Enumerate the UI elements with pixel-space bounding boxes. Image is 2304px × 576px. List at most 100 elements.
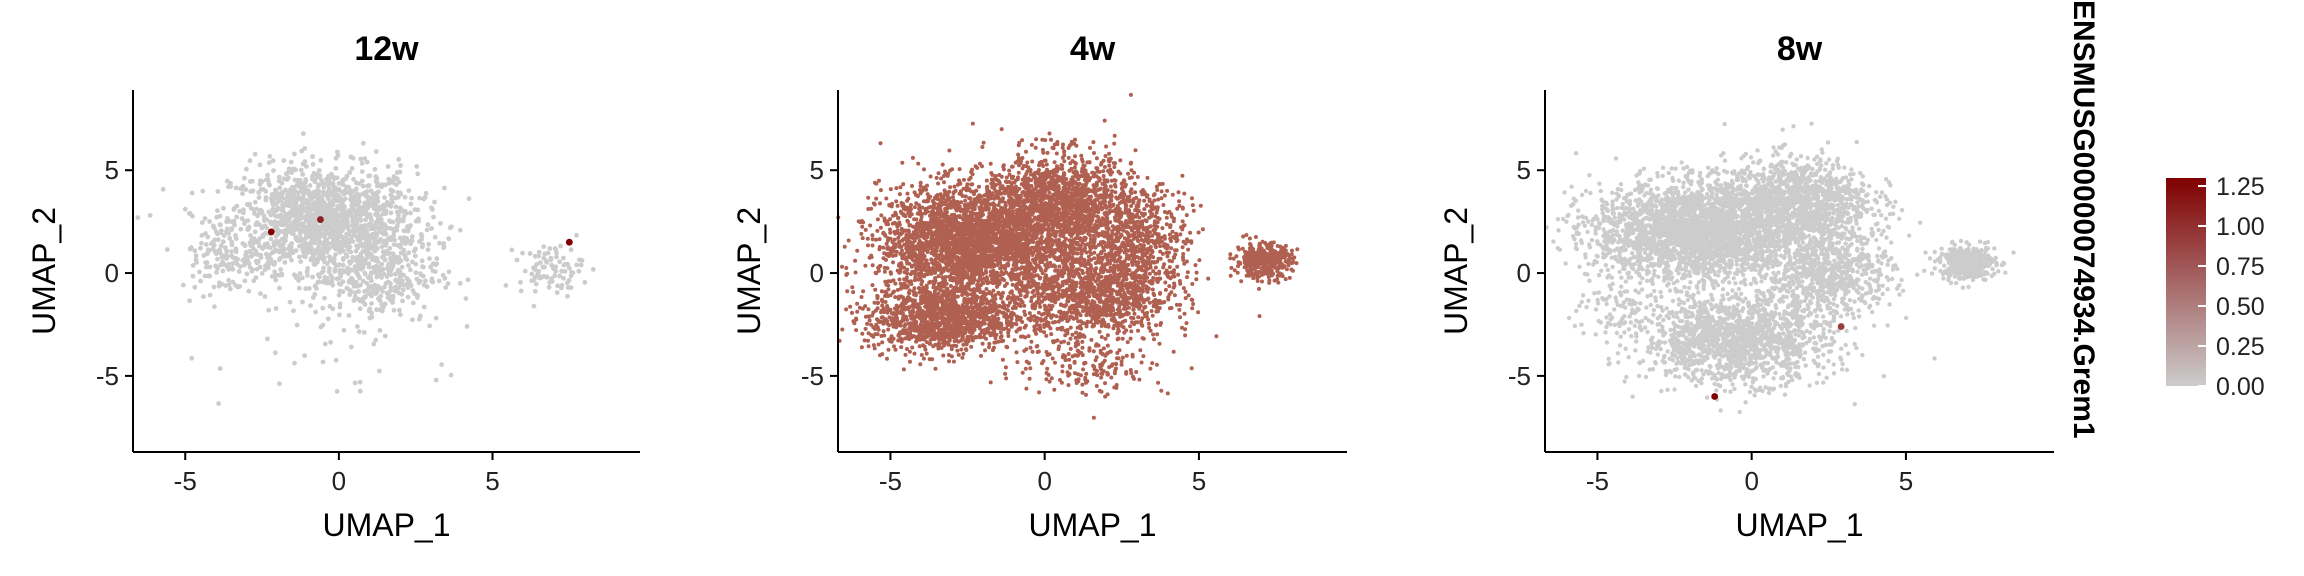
cell-point bbox=[881, 230, 886, 235]
cell-point bbox=[201, 253, 207, 258]
cell-point bbox=[443, 285, 449, 290]
cell-point bbox=[318, 157, 324, 163]
cell-point bbox=[910, 155, 915, 160]
cell-point bbox=[379, 275, 384, 280]
cell-point bbox=[868, 223, 873, 228]
cell-point bbox=[916, 243, 921, 248]
cell-point bbox=[919, 215, 924, 220]
cell-point bbox=[335, 246, 341, 252]
cell-point bbox=[951, 195, 955, 200]
cell-point bbox=[933, 241, 938, 246]
cell-point bbox=[905, 218, 910, 223]
cell-point bbox=[433, 377, 439, 383]
cell-point bbox=[135, 215, 141, 221]
cell-point bbox=[349, 166, 355, 171]
cell-point bbox=[1002, 218, 1007, 223]
cell-point bbox=[869, 206, 874, 211]
cell-point bbox=[940, 200, 945, 205]
cell-point bbox=[302, 246, 308, 252]
cell-point bbox=[921, 199, 926, 204]
cell-point bbox=[376, 239, 382, 245]
cell-point bbox=[882, 265, 887, 270]
cell-point bbox=[320, 252, 326, 257]
cell-point bbox=[315, 194, 321, 200]
cell-point bbox=[1000, 276, 1005, 281]
cell-point bbox=[322, 230, 328, 236]
cell-point bbox=[225, 216, 230, 221]
cell-point bbox=[292, 177, 298, 183]
cell-point bbox=[978, 161, 982, 166]
cell-point bbox=[340, 248, 346, 254]
cell-point bbox=[381, 238, 387, 244]
cell-point bbox=[1045, 150, 1050, 155]
cell-point bbox=[363, 217, 368, 223]
cell-point bbox=[315, 188, 321, 194]
cell-point bbox=[954, 200, 959, 205]
cell-point bbox=[882, 216, 887, 221]
cell-point bbox=[446, 269, 452, 275]
cell-point bbox=[887, 247, 892, 252]
cell-point bbox=[320, 359, 326, 365]
cell-point bbox=[969, 210, 974, 215]
cell-point bbox=[320, 198, 325, 204]
cell-point bbox=[359, 169, 365, 175]
cell-point bbox=[238, 226, 244, 232]
cell-point bbox=[350, 229, 356, 235]
cell-point bbox=[303, 286, 309, 291]
cell-point bbox=[268, 236, 274, 242]
x-tick-label: 0 bbox=[332, 466, 346, 496]
cell-point bbox=[932, 232, 937, 237]
cell-point bbox=[884, 257, 888, 262]
cell-point bbox=[398, 312, 403, 318]
cell-point bbox=[369, 293, 374, 299]
cell-point bbox=[937, 230, 942, 235]
cell-point bbox=[339, 234, 345, 240]
cell-point bbox=[237, 208, 243, 214]
cell-point bbox=[259, 225, 265, 231]
cell-point bbox=[294, 235, 300, 241]
cell-point bbox=[359, 255, 365, 261]
cell-point bbox=[340, 238, 346, 244]
cell-point bbox=[377, 368, 382, 374]
cell-point bbox=[898, 281, 903, 286]
cell-point bbox=[340, 289, 346, 295]
cell-point bbox=[251, 246, 256, 252]
cell-point bbox=[579, 258, 585, 263]
cell-point bbox=[906, 196, 911, 201]
cell-point bbox=[935, 197, 940, 201]
cell-point bbox=[546, 284, 552, 290]
cell-point bbox=[405, 294, 411, 300]
cell-point bbox=[282, 246, 288, 252]
cell-point bbox=[414, 164, 420, 169]
cell-point bbox=[871, 201, 876, 206]
cell-point bbox=[840, 264, 844, 269]
cell-point bbox=[568, 247, 574, 253]
cell-point bbox=[861, 289, 866, 294]
cell-point bbox=[922, 167, 926, 172]
cell-point bbox=[336, 292, 342, 298]
cell-point bbox=[360, 140, 366, 146]
cell-point bbox=[298, 203, 304, 209]
cell-point bbox=[870, 243, 875, 248]
cell-point bbox=[210, 246, 216, 252]
cell-point bbox=[263, 197, 269, 203]
cell-point bbox=[267, 219, 273, 225]
cell-point bbox=[346, 313, 352, 318]
cell-point bbox=[574, 232, 579, 238]
cell-point bbox=[326, 202, 331, 208]
cell-point bbox=[969, 271, 974, 276]
cell-point bbox=[886, 222, 891, 227]
cell-point bbox=[349, 234, 355, 240]
cell-point bbox=[242, 175, 247, 181]
cell-point bbox=[874, 271, 879, 276]
cell-point bbox=[274, 248, 279, 253]
cell-point bbox=[345, 225, 351, 231]
cell-point bbox=[240, 241, 246, 247]
cell-point bbox=[308, 303, 313, 308]
cell-point bbox=[218, 243, 224, 248]
cell-point bbox=[396, 260, 401, 265]
cell-point bbox=[402, 194, 408, 200]
cell-point bbox=[380, 249, 386, 255]
cell-point bbox=[273, 277, 279, 283]
cell-point bbox=[217, 366, 223, 371]
